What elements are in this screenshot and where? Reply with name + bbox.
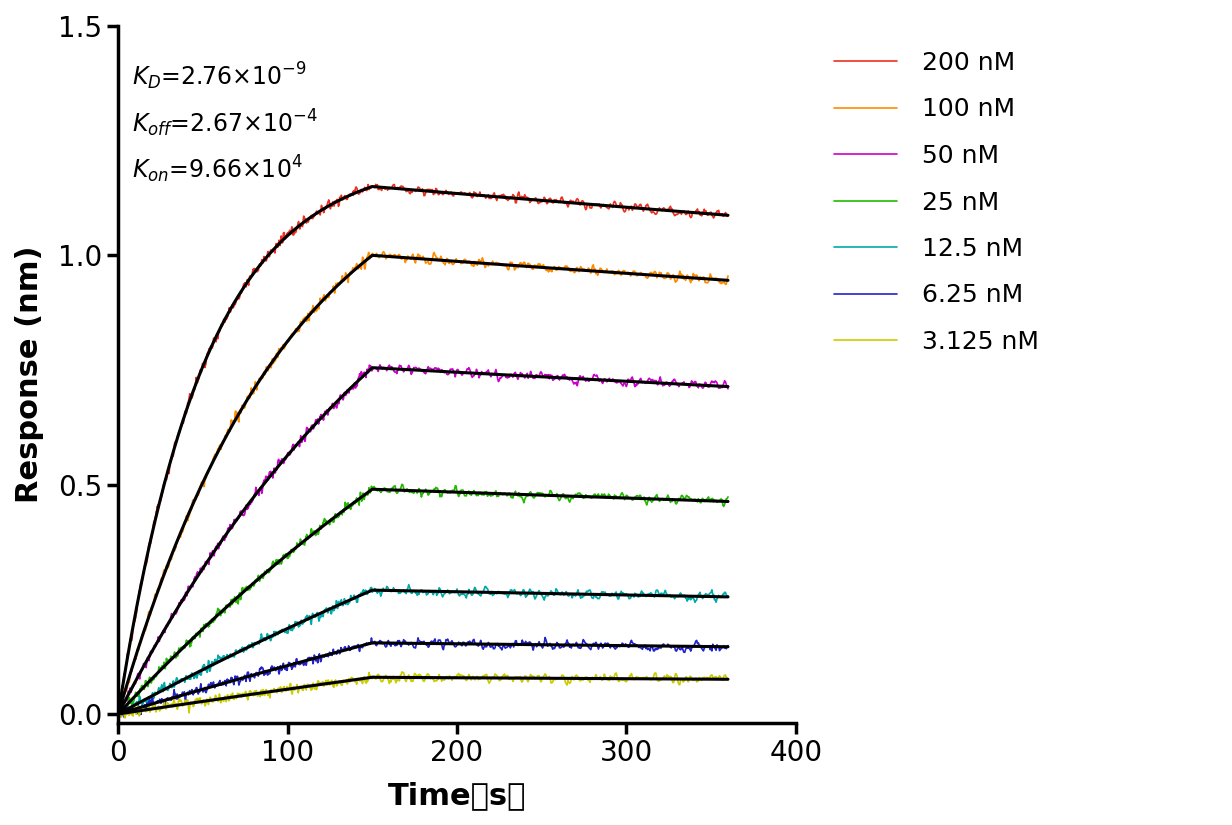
Legend: 200 nM, 100 nM, 50 nM, 25 nM, 12.5 nM, 6.25 nM, 3.125 nM: 200 nM, 100 nM, 50 nM, 25 nM, 12.5 nM, 6… <box>822 39 1051 366</box>
50 nM <box>341 388 356 398</box>
50 nM <box>654 379 669 389</box>
25 nM <box>721 492 736 502</box>
3.125 nM <box>341 673 356 683</box>
6.25 nM <box>356 639 371 649</box>
12.5 nM <box>655 590 670 600</box>
25 nM <box>655 493 670 503</box>
25 nM <box>188 629 203 639</box>
50 nM <box>188 573 203 583</box>
100 nM <box>376 247 391 257</box>
6.25 nM <box>655 639 670 649</box>
100 nM <box>188 495 203 505</box>
X-axis label: Time（s）: Time（s） <box>388 781 526 810</box>
6.25 nM <box>112 712 127 722</box>
50 nM <box>721 384 736 394</box>
100 nM <box>218 431 233 441</box>
25 nM <box>331 512 346 521</box>
3.125 nM <box>331 676 346 686</box>
6.25 nM <box>188 683 203 693</box>
200 nM <box>331 200 346 210</box>
6.25 nM <box>341 642 356 652</box>
3.125 nM <box>117 713 132 723</box>
25 nM <box>218 604 233 614</box>
3.125 nM <box>721 674 736 684</box>
3.125 nM <box>655 673 670 683</box>
100 nM <box>111 710 126 719</box>
200 nM <box>111 709 126 719</box>
25 nM <box>341 503 356 513</box>
Line: 25 nM: 25 nM <box>118 484 728 715</box>
25 nM <box>394 479 409 489</box>
12.5 nM <box>356 588 371 598</box>
6.25 nM <box>721 640 736 650</box>
12.5 nM <box>218 653 233 662</box>
100 nM <box>356 253 371 263</box>
12.5 nM <box>331 599 346 609</box>
Text: $K_D$=2.76×10$^{-9}$
$K_{off}$=2.67×10$^{-4}$
$K_{on}$=9.66×10$^{4}$: $K_D$=2.76×10$^{-9}$ $K_{off}$=2.67×10$^… <box>132 61 318 185</box>
50 nM <box>356 368 371 378</box>
Line: 100 nM: 100 nM <box>118 252 728 714</box>
12.5 nM <box>721 591 736 601</box>
100 nM <box>331 280 346 290</box>
200 nM <box>368 179 383 189</box>
12.5 nM <box>111 708 126 718</box>
12.5 nM <box>188 672 203 682</box>
6.25 nM <box>331 647 346 657</box>
100 nM <box>654 271 669 281</box>
3.125 nM <box>394 667 409 676</box>
Line: 200 nM: 200 nM <box>118 184 728 714</box>
200 nM <box>356 186 371 196</box>
200 nM <box>654 205 669 215</box>
50 nM <box>331 398 346 408</box>
Line: 6.25 nM: 6.25 nM <box>118 638 728 717</box>
3.125 nM <box>111 710 126 719</box>
200 nM <box>341 191 356 201</box>
3.125 nM <box>356 672 371 682</box>
12.5 nM <box>112 711 127 721</box>
Line: 50 nM: 50 nM <box>118 365 728 716</box>
6.25 nM <box>537 633 552 643</box>
25 nM <box>113 710 128 720</box>
200 nM <box>188 376 203 386</box>
12.5 nM <box>402 580 416 590</box>
6.25 nM <box>218 680 233 690</box>
200 nM <box>218 317 233 327</box>
50 nM <box>111 711 126 721</box>
3.125 nM <box>218 694 233 704</box>
50 nM <box>218 534 233 544</box>
Line: 3.125 nM: 3.125 nM <box>118 672 728 718</box>
100 nM <box>721 271 736 281</box>
Y-axis label: Response (nm): Response (nm) <box>15 246 44 503</box>
Line: 12.5 nM: 12.5 nM <box>118 585 728 716</box>
3.125 nM <box>188 695 203 705</box>
6.25 nM <box>111 705 126 715</box>
200 nM <box>721 210 736 220</box>
12.5 nM <box>341 596 356 606</box>
50 nM <box>372 360 387 370</box>
25 nM <box>356 493 371 503</box>
100 nM <box>341 273 356 283</box>
25 nM <box>111 708 126 718</box>
